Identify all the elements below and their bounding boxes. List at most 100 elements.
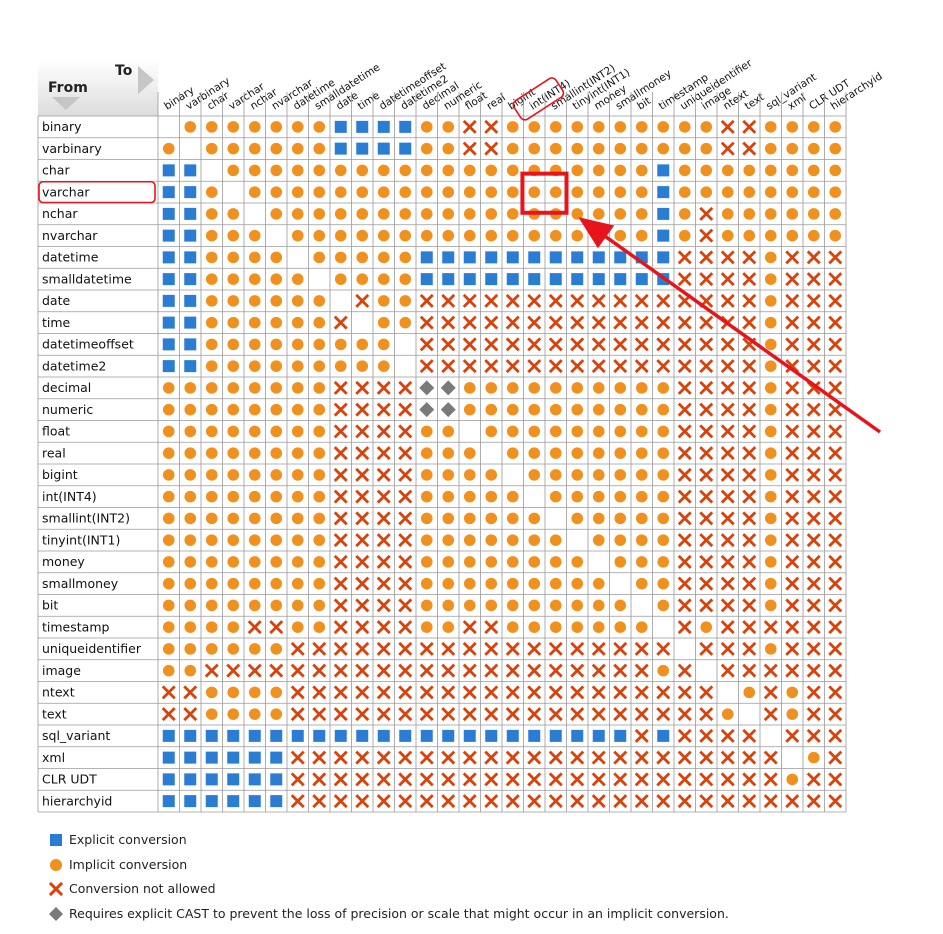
- implicit-conversion-mark: [635, 164, 648, 177]
- implicit-conversion-mark: [399, 251, 412, 264]
- implicit-conversion-mark: [227, 208, 240, 220]
- implicit-conversion-mark: [528, 382, 541, 394]
- not-allowed-mark: [441, 772, 456, 787]
- implicit-conversion-mark: [184, 469, 197, 481]
- not-allowed-mark: [398, 511, 413, 526]
- implicit-conversion-mark: [506, 186, 519, 198]
- not-allowed-mark: [591, 663, 606, 678]
- not-allowed-mark: [376, 554, 391, 569]
- implicit-conversion-mark: [291, 425, 304, 438]
- not-allowed-mark: [355, 380, 370, 395]
- implicit-conversion-mark: [377, 186, 390, 198]
- implicit-conversion-mark: [571, 621, 584, 633]
- implicit-conversion-mark: [227, 295, 240, 307]
- not-allowed-mark: [677, 728, 692, 743]
- not-allowed-mark: [419, 794, 434, 809]
- explicit-conversion-mark: [184, 338, 197, 351]
- explicit-conversion-mark: [248, 795, 261, 808]
- not-allowed-mark: [613, 315, 628, 330]
- implicit-conversion-mark: [592, 621, 605, 633]
- row-highlight-box: [38, 180, 156, 204]
- implicit-conversion-mark: [592, 164, 605, 177]
- not-allowed-mark: [785, 293, 800, 308]
- not-allowed-mark: [677, 250, 692, 265]
- implicit-conversion-mark: [205, 251, 218, 264]
- implicit-conversion-mark: [592, 425, 605, 438]
- implicit-conversion-mark: [764, 338, 777, 351]
- implicit-conversion-mark: [248, 469, 261, 481]
- not-allowed-mark: [806, 772, 821, 787]
- not-allowed-mark: [355, 598, 370, 613]
- implicit-conversion-mark: [592, 469, 605, 481]
- implicit-conversion-mark: [549, 447, 562, 459]
- implicit-conversion-mark: [764, 121, 777, 133]
- implicit-conversion-mark: [764, 447, 777, 459]
- not-allowed-mark: [505, 337, 520, 352]
- not-allowed-mark: [806, 293, 821, 308]
- not-allowed-mark: [484, 337, 499, 352]
- implicit-conversion-mark: [270, 708, 283, 720]
- implicit-conversion-mark: [291, 534, 304, 546]
- implicit-conversion-mark: [248, 512, 261, 525]
- not-allowed-mark: [806, 620, 821, 635]
- implicit-conversion-mark: [184, 664, 197, 677]
- implicit-conversion-mark: [248, 490, 261, 503]
- not-allowed-mark: [806, 467, 821, 482]
- not-allowed-mark: [742, 467, 757, 482]
- not-allowed-mark: [591, 772, 606, 787]
- implicit-conversion-mark: [313, 295, 326, 307]
- implicit-conversion-mark: [313, 142, 326, 155]
- not-allowed-mark: [548, 641, 563, 656]
- explicit-conversion-mark: [162, 229, 175, 242]
- not-allowed-mark: [226, 663, 241, 678]
- not-allowed-mark: [613, 337, 628, 352]
- not-allowed-mark: [527, 772, 542, 787]
- not-allowed-mark: [376, 467, 391, 482]
- implicit-conversion-mark: [270, 556, 283, 568]
- implicit-conversion-mark: [248, 316, 261, 329]
- not-allowed-mark: [505, 685, 520, 700]
- row-header: smallmoney: [42, 576, 119, 591]
- not-allowed-mark: [828, 750, 843, 765]
- implicit-conversion-mark: [657, 447, 670, 459]
- explicit-conversion-mark: [592, 251, 605, 264]
- implicit-conversion-mark: [614, 469, 627, 481]
- not-allowed-mark: [355, 554, 370, 569]
- legend-item-cast-required: Requires explicit CAST to prevent the lo…: [48, 902, 729, 927]
- not-allowed-mark: [613, 707, 628, 722]
- implicit-conversion-mark: [764, 295, 777, 307]
- grid-lines: [37, 92, 847, 813]
- not-allowed-mark: [204, 663, 219, 678]
- not-allowed-mark: [312, 750, 327, 765]
- not-allowed-mark: [742, 424, 757, 439]
- not-allowed-mark: [828, 620, 843, 635]
- not-allowed-mark: [591, 641, 606, 656]
- not-allowed-mark: [828, 685, 843, 700]
- not-allowed-mark: [290, 707, 305, 722]
- explicit-conversion-mark: [356, 142, 369, 155]
- not-allowed-mark: [677, 772, 692, 787]
- implicit-conversion-mark: [786, 686, 799, 699]
- implicit-conversion-mark: [291, 360, 304, 372]
- not-allowed-mark: [376, 511, 391, 526]
- implicit-conversion-mark: [614, 621, 627, 633]
- implicit-conversion-mark: [291, 273, 304, 285]
- row-header: real: [42, 445, 66, 460]
- implicit-conversion-mark: [291, 577, 304, 590]
- not-allowed-mark: [806, 359, 821, 374]
- implicit-conversion-mark: [227, 403, 240, 416]
- explicit-conversion-mark: [377, 120, 390, 133]
- implicit-conversion-mark: [399, 316, 412, 329]
- explicit-conversion-mark: [334, 142, 347, 155]
- explicit-conversion-mark: [162, 773, 175, 786]
- not-allowed-mark: [828, 272, 843, 287]
- implicit-conversion-mark: [635, 534, 648, 546]
- implicit-conversion-mark: [506, 121, 519, 133]
- implicit-conversion-mark: [248, 382, 261, 394]
- implicit-conversion-mark: [442, 556, 455, 568]
- not-allowed-mark: [742, 250, 757, 265]
- not-allowed-mark: [785, 598, 800, 613]
- not-allowed-mark: [806, 489, 821, 504]
- implicit-conversion-mark: [678, 208, 691, 220]
- not-allowed-mark: [419, 337, 434, 352]
